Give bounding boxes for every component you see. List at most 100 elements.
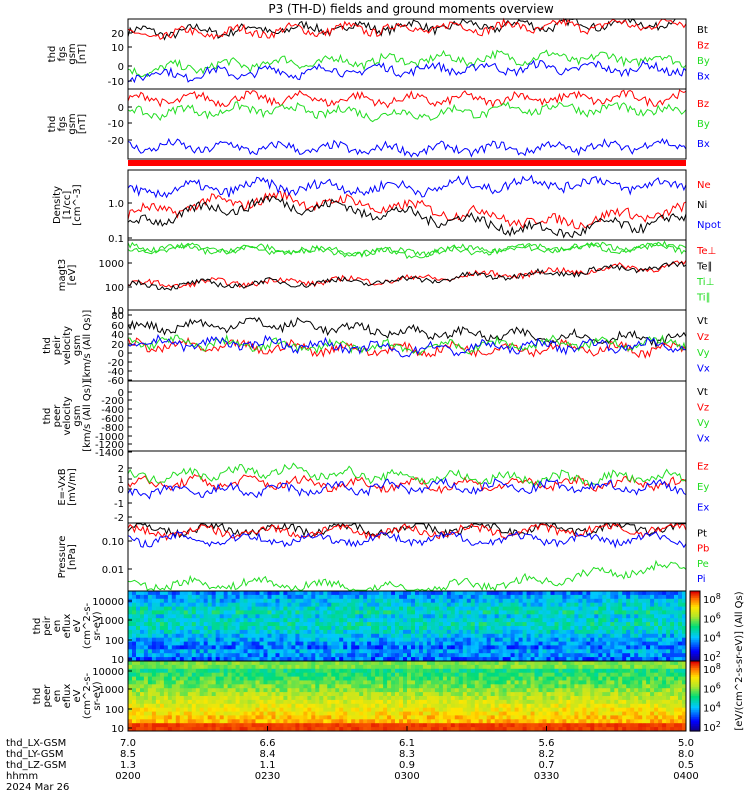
spectrogram-cell xyxy=(283,606,288,611)
spectrogram-cell xyxy=(287,653,292,658)
spectrogram-cell xyxy=(211,657,217,662)
spectrogram-cell xyxy=(562,680,567,685)
spectrogram-cell xyxy=(470,707,476,713)
spectrogram-cell xyxy=(486,614,492,619)
spectrogram-cell xyxy=(514,707,520,713)
spectrogram-cell xyxy=(630,692,635,697)
spectrogram-cell xyxy=(446,727,452,732)
spectrogram-cell xyxy=(450,645,456,650)
spectrogram-cell xyxy=(379,668,384,674)
spectrogram-cell xyxy=(434,629,440,635)
spectrogram-cell xyxy=(518,727,524,732)
spectrogram-cell xyxy=(155,707,161,713)
spectrogram-cell xyxy=(355,649,360,654)
spectrogram-cell xyxy=(263,598,268,604)
spectrogram-cell xyxy=(602,723,607,728)
spectrogram-cell xyxy=(554,598,559,604)
spectrogram-cell xyxy=(211,699,217,705)
spectrogram-cell xyxy=(522,715,528,720)
spectrogram-cell xyxy=(311,692,316,697)
spectrogram-cell xyxy=(387,626,392,631)
spectrogram-cell xyxy=(379,676,384,681)
spectrogram-cell xyxy=(542,610,547,615)
spectrogram-cell xyxy=(522,602,528,608)
spectrogram-cell xyxy=(462,707,468,713)
spectrogram-cell xyxy=(554,594,559,600)
spectrogram-cell xyxy=(446,637,452,643)
spectrogram-cell xyxy=(171,664,177,670)
spectrogram-cell xyxy=(163,653,169,658)
spectrogram-cell xyxy=(327,707,332,713)
spectrogram-cell xyxy=(319,680,324,685)
spectrogram-cell xyxy=(502,653,508,658)
spectrogram-cell xyxy=(175,657,181,662)
spectrogram-cell xyxy=(606,618,611,623)
spectrogram-cell xyxy=(355,622,360,627)
spectrogram-cell xyxy=(291,629,296,635)
spectrogram-cell xyxy=(670,598,675,604)
spectrogram-cell xyxy=(594,703,599,709)
spectrogram-cell xyxy=(128,653,133,658)
spectrogram-cell xyxy=(263,653,268,658)
spectrogram-cell xyxy=(211,723,217,728)
spectrogram-cell xyxy=(187,606,193,611)
spectrogram-cell xyxy=(526,618,532,623)
legend-entry: Ni xyxy=(697,200,707,211)
spectrogram-cell xyxy=(478,614,484,619)
spectrogram-cell xyxy=(626,696,631,701)
spectrogram-cell xyxy=(430,680,436,685)
spectrogram-cell xyxy=(562,668,567,674)
spectrogram-cell xyxy=(259,594,264,600)
spectrogram-cell xyxy=(470,641,476,646)
spectrogram-cell xyxy=(622,602,627,608)
spectrogram-cell xyxy=(550,661,555,666)
spectrogram-cell xyxy=(367,594,372,600)
spectrogram-cell xyxy=(666,618,671,623)
spectrogram-cell xyxy=(143,622,149,627)
spectrogram-cell xyxy=(183,715,189,720)
spectrogram-cell xyxy=(243,723,249,728)
spectrogram-cell xyxy=(395,664,400,670)
spectrogram-cell xyxy=(187,622,193,627)
spectrogram-cell xyxy=(598,614,603,619)
spectrogram-cell xyxy=(307,680,312,685)
spectrogram-cell xyxy=(219,723,225,728)
spectrogram-cell xyxy=(355,711,360,716)
spectrogram-cell xyxy=(203,676,209,681)
spectrogram-cell xyxy=(395,606,400,611)
spectrogram-cell xyxy=(466,703,472,709)
spectrogram-cell xyxy=(474,723,480,728)
spectrogram-cell xyxy=(606,594,611,600)
spectrogram-cell xyxy=(614,633,619,639)
spectrogram-cell xyxy=(187,598,193,604)
spectrogram-cell xyxy=(251,668,257,674)
spectrogram-cell xyxy=(590,707,595,713)
spectrogram-cell xyxy=(546,703,551,709)
spectrogram-cell xyxy=(367,653,372,658)
spectrogram-cell xyxy=(155,719,161,724)
spectrogram-cell xyxy=(478,672,484,678)
spectrogram-cell xyxy=(411,711,416,716)
spectrogram-cell xyxy=(466,672,472,678)
spectrogram-cell xyxy=(279,696,284,701)
spectrogram-cell xyxy=(458,591,464,596)
spectrogram-cell xyxy=(654,657,659,662)
spectrogram-cell xyxy=(462,676,468,681)
spectrogram-cell xyxy=(275,707,280,713)
spectrogram-cell xyxy=(411,610,416,615)
spectrogram-cell xyxy=(191,672,197,678)
spectrogram-cell xyxy=(347,637,352,643)
spectrogram-cell xyxy=(626,641,631,646)
spectrogram-cell xyxy=(311,606,316,611)
spectrogram-cell xyxy=(450,598,456,604)
spectrogram-cell xyxy=(638,641,643,646)
spectrogram-cell xyxy=(315,664,320,670)
spectrogram-cell xyxy=(132,641,137,646)
spectrogram-cell xyxy=(450,688,456,693)
spectrogram-cell xyxy=(419,622,424,627)
spectrogram-cell xyxy=(614,661,619,666)
spectrogram-cell xyxy=(430,711,436,716)
spectrogram-cell xyxy=(143,614,149,619)
spectrogram-cell xyxy=(283,672,288,678)
spectrogram-cell xyxy=(263,715,268,720)
